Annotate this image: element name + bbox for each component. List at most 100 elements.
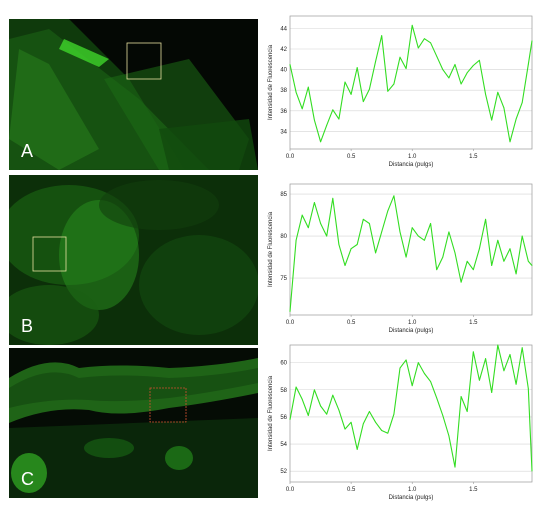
data-point <box>301 108 303 110</box>
data-point <box>399 367 401 369</box>
data-point <box>521 235 523 237</box>
data-point <box>405 256 407 258</box>
x-tick-label: 0.5 <box>347 154 356 160</box>
data-point <box>381 231 383 233</box>
y-tick-label: 52 <box>280 469 287 475</box>
data-point <box>387 90 389 92</box>
y-tick-label: 58 <box>280 388 287 394</box>
x-axis-label: Distancia (pulgs) <box>389 162 434 168</box>
x-tick-label: 0.5 <box>347 320 356 326</box>
micrograph-c: C <box>9 348 258 498</box>
data-point <box>332 109 334 111</box>
data-point <box>497 344 499 346</box>
y-axis-label: Intensidad de Fluorescencia <box>268 375 274 451</box>
data-point <box>503 370 505 372</box>
micrograph-a: A <box>9 19 258 170</box>
data-point <box>460 281 462 283</box>
plot-frame <box>289 183 533 316</box>
plot-frame <box>289 15 533 150</box>
data-point <box>307 86 309 88</box>
data-point <box>424 38 425 40</box>
y-tick-label: 56 <box>280 415 287 421</box>
x-axis-label: Distancia (pulgs) <box>389 328 434 334</box>
data-point <box>399 56 401 58</box>
data-point <box>531 265 533 266</box>
data-point <box>454 466 456 468</box>
data-point <box>515 118 517 120</box>
y-axis-label: Intensidad de Fluorescencia <box>268 211 274 287</box>
data-point <box>314 202 315 203</box>
data-point <box>381 35 383 36</box>
data-point <box>472 351 474 353</box>
data-point <box>527 260 529 262</box>
data-point <box>369 88 370 90</box>
x-tick-label: 1.0 <box>408 320 417 326</box>
data-point <box>338 409 340 411</box>
data-point <box>356 67 358 68</box>
data-point <box>295 91 297 93</box>
data-point <box>320 141 321 143</box>
data-point <box>531 470 533 472</box>
data-point <box>295 386 297 388</box>
data-point <box>362 423 364 425</box>
data-point <box>485 218 486 220</box>
y-tick-label: 44 <box>280 26 287 32</box>
data-point <box>307 415 309 416</box>
data-point <box>393 83 395 85</box>
y-tick-label: 80 <box>280 234 287 240</box>
panel-letter-c: C <box>21 469 34 489</box>
profile-chart-c: 52 54 56 58 60 0.0 0.5 1.0 1.5 Distancia (pulgs) I… <box>262 339 540 501</box>
data-point <box>436 55 438 57</box>
data-point <box>417 235 419 237</box>
data-point <box>381 430 383 431</box>
plot-area <box>290 345 532 482</box>
data-point <box>491 265 493 266</box>
data-point <box>405 359 407 361</box>
data-point <box>479 59 480 61</box>
data-point <box>411 385 413 387</box>
data-point <box>375 60 376 62</box>
data-point <box>479 379 480 381</box>
data-point <box>436 397 438 399</box>
data-point <box>307 227 309 229</box>
data-point <box>448 231 450 233</box>
data-point <box>503 107 505 109</box>
x-tick-label: 1.5 <box>469 320 478 326</box>
y-axis-label: Intensidad de Fluorescencia <box>268 44 274 120</box>
data-point <box>387 210 389 212</box>
y-tick-label: 75 <box>280 276 287 282</box>
data-point <box>472 269 474 271</box>
data-point <box>320 405 321 407</box>
y-tick-label: 36 <box>280 109 287 115</box>
data-point <box>424 239 425 241</box>
data-point <box>289 311 291 313</box>
data-point <box>393 195 395 197</box>
data-point <box>314 119 315 121</box>
data-point <box>356 244 358 245</box>
data-point <box>466 411 468 412</box>
x-tick-label: 1.0 <box>408 154 417 160</box>
roi-box-a <box>126 42 162 80</box>
plot-area <box>290 16 532 149</box>
data-point <box>454 252 456 254</box>
data-point <box>454 64 456 65</box>
data-point <box>326 413 328 415</box>
data-point <box>332 197 334 199</box>
data-point <box>387 432 389 434</box>
data-point <box>472 65 474 66</box>
x-tick-label: 1.5 <box>469 487 478 493</box>
x-tick-label: 1.0 <box>408 487 417 493</box>
data-point <box>411 227 413 229</box>
data-point <box>497 239 499 241</box>
data-point <box>509 141 511 143</box>
y-tick-label: 54 <box>280 442 287 448</box>
data-point <box>521 347 523 349</box>
data-point <box>350 421 352 423</box>
data-point <box>332 394 334 396</box>
data-point <box>509 354 511 355</box>
roi-box-b <box>32 236 67 272</box>
y-tick-label: 34 <box>280 129 287 135</box>
y-tick-label: 40 <box>280 68 287 74</box>
data-point <box>521 102 523 104</box>
data-point <box>314 389 315 391</box>
